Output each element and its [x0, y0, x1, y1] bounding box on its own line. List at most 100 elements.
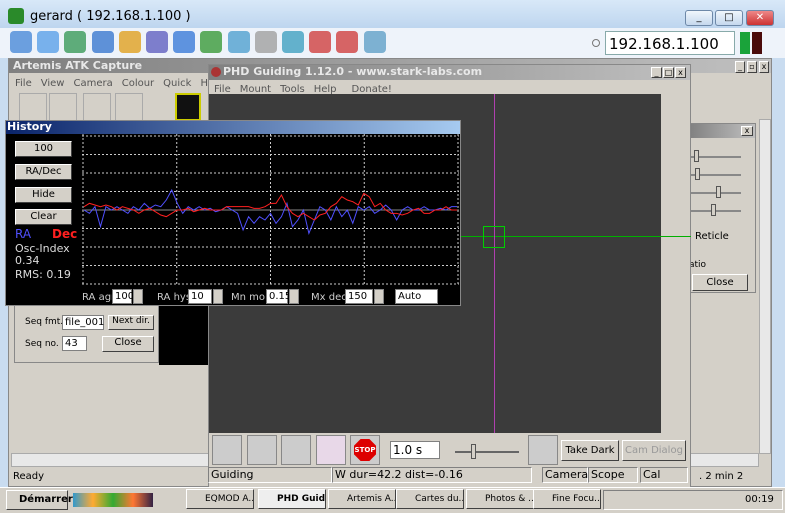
mn-mo-spinner[interactable]: [289, 289, 299, 304]
menu-camera[interactable]: Camera: [73, 78, 113, 89]
menu-file[interactable]: File: [15, 78, 32, 89]
mode-select[interactable]: Auto: [395, 289, 438, 304]
settings-close-x[interactable]: x: [741, 126, 753, 136]
app-icon: [8, 8, 24, 24]
thermometer-icon[interactable]: [151, 93, 167, 121]
phd-minimize[interactable]: _: [651, 67, 662, 78]
menu-quick[interactable]: Quick: [163, 78, 192, 89]
seq-no-field[interactable]: 43: [62, 336, 87, 351]
settings-slider[interactable]: [691, 168, 741, 180]
guide-button[interactable]: [316, 435, 346, 465]
seq-no-label: Seq no.: [25, 339, 59, 349]
taskbar-item[interactable]: Artemis A...: [328, 489, 396, 509]
phd-menu-donate[interactable]: Donate!: [351, 84, 392, 95]
globe-gear-icon[interactable]: [64, 31, 87, 53]
taskbar-item[interactable]: PHD Guid...: [258, 489, 326, 509]
mx-dec-spinner[interactable]: [374, 289, 384, 304]
globe-x-icon[interactable]: [200, 31, 223, 53]
artemis-restore[interactable]: ▫: [747, 61, 757, 73]
settings-slider[interactable]: [691, 186, 741, 198]
artemis-status: Ready: [13, 471, 45, 482]
minimize-button[interactable]: _: [685, 10, 713, 26]
chat-icon[interactable]: [363, 31, 386, 53]
artemis-minimize[interactable]: _: [735, 61, 745, 73]
menu-view[interactable]: View: [40, 78, 65, 89]
artemis-status-right: . 2 min 2: [699, 471, 744, 482]
mn-mo-field[interactable]: 0.15: [266, 289, 291, 304]
phd-menu-help[interactable]: Help: [313, 84, 337, 95]
ra-agr-field[interactable]: 100: [112, 289, 134, 304]
phd-close[interactable]: x: [675, 67, 686, 78]
thermometer-icon[interactable]: [173, 31, 196, 53]
settings-slider[interactable]: [691, 150, 741, 162]
reticle-checkbox-label[interactable]: Reticle: [695, 231, 729, 242]
stop-button[interactable]: STOP: [350, 435, 380, 465]
maximize-button[interactable]: □: [715, 10, 743, 26]
abc-icon[interactable]: [146, 31, 168, 53]
phd-maximize[interactable]: □: [663, 67, 674, 78]
cam-dialog-button[interactable]: Cam Dialog: [622, 440, 686, 461]
camera-icon[interactable]: [49, 93, 77, 121]
windows-icon[interactable]: [37, 31, 60, 53]
loop-button[interactable]: [212, 435, 242, 465]
history-clear-button[interactable]: Clear: [15, 209, 72, 225]
windows-flag-icon[interactable]: [118, 31, 141, 53]
taskbar-item[interactable]: Fine Focu...: [533, 489, 601, 509]
dots-icon[interactable]: [227, 31, 250, 53]
phd-app-icon: [211, 67, 221, 77]
quicklaunch-icons[interactable]: [73, 493, 153, 507]
taskbar-item[interactable]: Cartes du...: [396, 489, 464, 509]
phd-status-camera: Camera: [542, 467, 588, 483]
refresh-icon[interactable]: [91, 31, 114, 53]
artemis-vscrollbar[interactable]: [759, 119, 771, 454]
cad-icon[interactable]: [10, 31, 32, 53]
history-length-button[interactable]: 100: [15, 141, 72, 157]
ip-address-field[interactable]: 192.168.1.100: [605, 31, 735, 55]
history-hide-button[interactable]: Hide: [15, 187, 72, 203]
window-icon[interactable]: [115, 93, 143, 121]
connection-radio[interactable]: [592, 39, 600, 47]
ra-agr-label: RA agr: [82, 292, 116, 303]
phd-status-cal: Cal: [640, 467, 688, 483]
taskbar-item[interactable]: Photos & ...: [466, 489, 534, 509]
ra-legend: RA: [15, 227, 32, 241]
gamma-slider[interactable]: [455, 444, 519, 459]
settings-close-button[interactable]: Close: [692, 274, 748, 291]
artemis-close[interactable]: x: [759, 61, 769, 73]
ra-hys-field[interactable]: 10: [188, 289, 212, 304]
next-dir-button[interactable]: Next dir.: [108, 315, 154, 330]
menu-colour[interactable]: Colour: [121, 78, 155, 89]
phd-status-info: W dur=42.2 dist=-0.16: [332, 467, 532, 483]
tray: [603, 490, 783, 510]
ra-agr-spinner[interactable]: [133, 289, 143, 304]
seq-close-button[interactable]: Close: [102, 336, 154, 352]
history-mode-button[interactable]: RA/Dec: [15, 164, 72, 180]
brain-button[interactable]: [528, 435, 558, 465]
screen-target-icon[interactable]: [309, 31, 332, 53]
slider-icon[interactable]: [83, 93, 111, 121]
take-dark-button[interactable]: Take Dark: [561, 440, 619, 461]
start-button[interactable]: Démarrer: [6, 490, 73, 510]
reticle-icon[interactable]: [175, 93, 201, 121]
transfer-icon[interactable]: [282, 31, 304, 53]
mouse-x-icon[interactable]: [254, 31, 277, 53]
screen-target-2-icon[interactable]: [336, 31, 359, 53]
close-button[interactable]: ✕: [746, 10, 774, 26]
settings-slider[interactable]: [691, 204, 741, 216]
exposure-select[interactable]: 1.0 s: [390, 441, 440, 459]
taskbar-item[interactable]: EQMOD A...: [186, 489, 254, 509]
crosshair-vertical: [494, 94, 495, 433]
seq-fmt-select[interactable]: file_001: [62, 315, 104, 330]
settings-dialog: x Reticle atio Close: [688, 123, 756, 293]
bino-button[interactable]: [281, 435, 311, 465]
phd-title-bar: PHD Guiding 1.12.0 - www.stark-labs.com: [209, 65, 690, 80]
phd-menu-file[interactable]: File: [214, 84, 231, 95]
ra-hys-spinner[interactable]: [213, 289, 223, 304]
save-icon[interactable]: [19, 93, 47, 121]
telescope-button[interactable]: [247, 435, 277, 465]
phd-status-scope: Scope: [588, 467, 638, 483]
series-dec-line: [83, 192, 457, 221]
phd-menu-tools[interactable]: Tools: [280, 84, 305, 95]
mx-dec-field[interactable]: 150: [345, 289, 373, 304]
phd-menu-mount[interactable]: Mount: [239, 84, 272, 95]
